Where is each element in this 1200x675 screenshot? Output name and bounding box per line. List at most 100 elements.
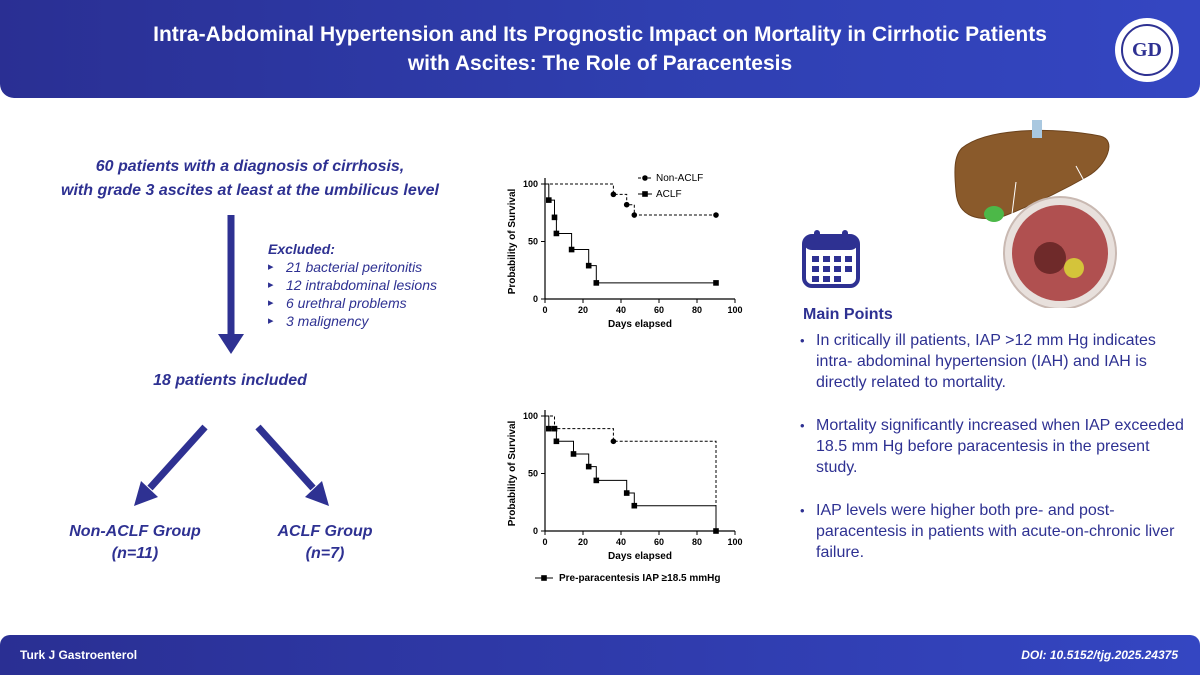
survival-chart-aclf: 0 50 100 0 20 40 60 80 100 Days elapsed Probabilit…	[507, 173, 743, 330]
legend-label: ACLF	[656, 189, 682, 200]
liver-tissue-nodule	[1034, 242, 1066, 274]
footer-banner: Turk J Gastroenterol DOI: 10.5152/tjg.20…	[0, 635, 1200, 675]
header-banner: Intra-Abdominal Hypertension and Its Pro…	[0, 0, 1200, 98]
main-points-title: Main Points	[803, 306, 893, 323]
y-tick-label: 50	[528, 469, 538, 479]
x-tick-label: 40	[616, 537, 626, 547]
data-point-square	[631, 502, 638, 509]
data-point-square	[623, 490, 630, 496]
y-tick-label: 0	[533, 294, 538, 304]
aclf-group: ACLF Group (n=7)	[240, 521, 410, 565]
page-title: Intra-Abdominal Hypertension and Its Pro…	[80, 20, 1120, 78]
flow-total-patients: 60 patients with a diagnosis of cirrhosi…	[40, 155, 460, 203]
x-tick-label: 60	[654, 305, 664, 315]
y-tick-label: 50	[528, 237, 538, 247]
series-line-0	[545, 415, 717, 531]
legend-marker	[541, 575, 547, 581]
data-point-square	[553, 230, 560, 237]
data-point-square	[593, 477, 600, 484]
liver-illustration	[954, 120, 1117, 308]
arrow-left-shaft	[147, 424, 208, 491]
x-tick-label: 0	[542, 537, 547, 547]
flow-top-line-1: 60 patients with a diagnosis of cirrhosi…	[95, 158, 405, 175]
title-line-1: Intra-Abdominal Hypertension and Its Pro…	[153, 23, 1047, 46]
x-tick-label: 0	[542, 305, 547, 315]
y-tick-label: 0	[533, 526, 538, 536]
excluded-item: 21 bacterial peritonitis	[268, 258, 437, 276]
x-tick-label: 60	[654, 537, 664, 547]
data-point-square	[713, 280, 719, 286]
arrow-right-head	[305, 481, 329, 506]
y-axis-label: Probability of Survival	[507, 188, 518, 294]
excluded-list: 21 bacterial peritonitis 12 intrabdomina…	[268, 258, 437, 330]
journal-name: Turk J Gastroenterol	[20, 648, 138, 662]
gallbladder	[984, 206, 1004, 222]
title-line-2: with Ascites: The Role of Paracentesis	[407, 52, 793, 75]
x-tick-label: 100	[727, 305, 742, 315]
non-aclf-group-label: Non-ACLF Group	[69, 523, 201, 540]
arrow-right-shaft	[255, 424, 316, 491]
x-axis-label: Days elapsed	[608, 319, 672, 330]
y-tick-label: 100	[523, 411, 538, 421]
legend-label: Pre-paracentesis IAP ≥18.5 mmHg	[559, 573, 721, 584]
zoom-line	[1075, 165, 1101, 211]
data-point-square	[551, 214, 558, 221]
zoom-line	[1011, 181, 1017, 215]
data-point-circle	[631, 212, 638, 218]
data-point-square	[585, 463, 592, 470]
flow-top-line-2: with grade 3 ascites at least at the umb…	[61, 182, 439, 199]
excluded-item: 12 intrabdominal lesions	[268, 276, 437, 294]
y-axis-label: Probability of Survival	[507, 420, 518, 526]
excluded-title: Excluded:	[268, 241, 335, 257]
x-tick-label: 80	[692, 537, 702, 547]
calendar-icon	[802, 230, 860, 288]
data-point-circle	[610, 191, 617, 198]
liver-vessel	[1032, 120, 1042, 138]
data-point-circle	[610, 438, 617, 445]
data-point-square	[546, 197, 552, 203]
main-points-list: In critically ill patients, IAP >12 mm H…	[800, 330, 1190, 585]
data-point-square	[585, 262, 592, 269]
main-point-item: In critically ill patients, IAP >12 mm H…	[800, 330, 1190, 393]
arrow-left-head	[134, 481, 158, 506]
data-point-square	[593, 280, 600, 286]
data-point-circle	[713, 212, 719, 218]
main-point-item: IAP levels were higher both pre- and pos…	[800, 500, 1190, 563]
doi-link[interactable]: DOI: 10.5152/tjg.2025.24375	[1021, 648, 1178, 662]
series-line-1	[545, 415, 717, 531]
non-aclf-group: Non-ACLF Group (n=11)	[50, 521, 220, 565]
journal-logo-text: GD	[1121, 24, 1173, 76]
legend-label: Non-ACLF	[656, 173, 703, 184]
survival-chart-iap: 0 50 100 0 20 40 60 80 100 Days elapsed Probabilit…	[507, 410, 743, 584]
flow-arrows	[134, 215, 329, 506]
series-line-1	[545, 183, 716, 284]
non-aclf-group-count: (n=11)	[111, 545, 159, 562]
legend-marker	[642, 191, 648, 197]
data-point-circle	[551, 425, 558, 432]
aclf-group-label: ACLF Group	[277, 523, 373, 540]
included-patients: 18 patients included	[153, 372, 307, 389]
data-point-square	[570, 451, 577, 457]
legend-marker	[642, 175, 648, 181]
x-axis-label: Days elapsed	[608, 551, 672, 562]
x-tick-label: 20	[578, 305, 588, 315]
x-tick-label: 100	[727, 537, 742, 547]
data-point-circle	[623, 201, 630, 208]
aclf-group-count: (n=7)	[305, 545, 345, 562]
series-line-0	[545, 183, 716, 216]
excluded-item: 6 urethral problems	[268, 294, 437, 312]
excluded-box: Excluded: 21 bacterial peritonitis 12 in…	[268, 240, 437, 330]
journal-logo: GD	[1115, 18, 1179, 82]
y-tick-label: 100	[523, 179, 538, 189]
data-point-square	[568, 246, 575, 253]
liver-tissue-fat	[1064, 258, 1084, 278]
x-tick-label: 40	[616, 305, 626, 315]
data-point-square	[553, 438, 560, 445]
x-tick-label: 20	[578, 537, 588, 547]
x-tick-label: 80	[692, 305, 702, 315]
data-point-square	[546, 425, 552, 432]
liver-shape	[954, 129, 1110, 219]
main-point-item: Mortality significantly increased when I…	[800, 415, 1190, 478]
arrow-down-head	[218, 334, 244, 354]
excluded-item: 3 malignency	[268, 312, 437, 330]
